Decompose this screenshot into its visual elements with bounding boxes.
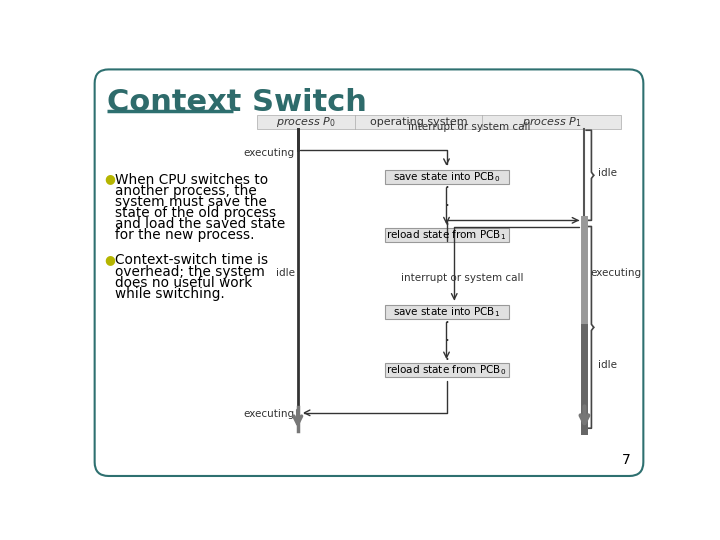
Text: ·
·
·: · · · (444, 315, 449, 368)
Text: executing: executing (590, 268, 642, 278)
Text: ●: ● (104, 253, 114, 266)
Text: executing: executing (243, 148, 294, 158)
FancyBboxPatch shape (94, 70, 644, 476)
Text: for the new process.: for the new process. (114, 228, 254, 242)
FancyBboxPatch shape (384, 228, 508, 242)
Text: idle: idle (598, 167, 618, 178)
FancyBboxPatch shape (384, 305, 508, 319)
Text: operating system: operating system (370, 117, 467, 127)
Text: When CPU switches to: When CPU switches to (114, 173, 268, 187)
Text: interrupt or system call: interrupt or system call (401, 273, 523, 284)
Text: process $P_1$: process $P_1$ (522, 115, 582, 129)
Text: idle: idle (598, 360, 618, 370)
Text: Context-switch time is: Context-switch time is (114, 253, 268, 267)
Text: overhead; the system: overhead; the system (114, 265, 265, 279)
Text: save state into PCB$_0$: save state into PCB$_0$ (393, 170, 500, 184)
Text: another process, the: another process, the (114, 184, 256, 198)
Text: reload state from PCB$_1$: reload state from PCB$_1$ (387, 228, 507, 242)
FancyBboxPatch shape (384, 170, 508, 184)
Text: 7: 7 (622, 453, 631, 467)
Text: process $P_0$: process $P_0$ (276, 115, 336, 129)
FancyBboxPatch shape (384, 363, 508, 377)
Text: while switching.: while switching. (114, 287, 225, 301)
Text: interrupt or system call: interrupt or system call (408, 122, 531, 132)
Text: state of the old process: state of the old process (114, 206, 276, 220)
Text: idle: idle (276, 268, 294, 278)
Text: ●: ● (104, 172, 114, 185)
Text: save state into PCB$_1$: save state into PCB$_1$ (393, 305, 500, 319)
Text: ·
·
·: · · · (444, 181, 449, 233)
Text: does no useful work: does no useful work (114, 276, 252, 290)
FancyBboxPatch shape (256, 115, 621, 129)
Text: and load the saved state: and load the saved state (114, 217, 285, 231)
Text: executing: executing (243, 409, 294, 419)
Text: reload state from PCB$_0$: reload state from PCB$_0$ (387, 363, 507, 376)
Text: Context Switch: Context Switch (107, 88, 367, 117)
Text: system must save the: system must save the (114, 195, 266, 209)
